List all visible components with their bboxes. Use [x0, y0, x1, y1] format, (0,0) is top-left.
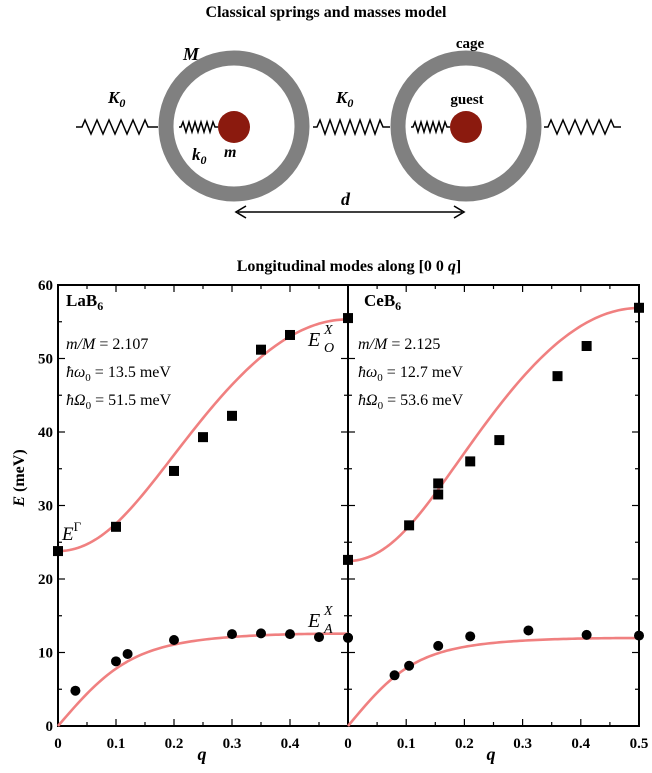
optic-point-ceb6 — [343, 554, 353, 565]
x-tick-label: 0.2 — [455, 736, 474, 752]
acoustic-curve-lab6 — [57, 632, 348, 727]
guest-right — [450, 111, 482, 143]
acoustic-point-ceb6 — [523, 625, 534, 636]
panel-label-ceb6: CeB6 — [364, 291, 401, 313]
outer-spring-left — [76, 118, 158, 136]
y-tick-label: 10 — [38, 646, 53, 662]
label-m: m — [224, 144, 236, 161]
acoustic-point-lab6 — [169, 635, 179, 646]
acoustic-curve-ceb6 — [347, 636, 639, 727]
acoustic-point-ceb6 — [581, 629, 592, 640]
panel-label-lab6: LaB6 — [66, 291, 103, 313]
x-tick-label: 0.5 — [630, 736, 649, 752]
optic-point-lab6 — [285, 329, 295, 340]
y-tick-label: 50 — [38, 352, 53, 368]
y-axis-label: E (meV) — [11, 449, 28, 507]
param-omega-lab6: ħω0 = 13.5 meV — [66, 364, 171, 384]
optic-curve-lab6 — [57, 318, 349, 553]
param-ratio-ceb6: m/M = 2.125 — [358, 336, 440, 353]
x-tick-label: 0 — [54, 736, 62, 752]
x-axis-label-left: q — [198, 744, 207, 764]
acoustic-point-ceb6 — [634, 630, 644, 641]
optic-point-ceb6 — [433, 489, 444, 500]
param-omega-ceb6: ħω0 = 12.7 meV — [358, 364, 463, 384]
label-d: d — [341, 189, 351, 209]
springs — [76, 117, 621, 137]
acoustic-point-ceb6 — [465, 631, 476, 642]
optic-point-ceb6 — [494, 435, 505, 446]
param-Omega-lab6: ħΩ0 = 51.5 meV — [66, 392, 172, 412]
acoustic-point-lab6 — [122, 648, 133, 659]
optic-point-lab6 — [53, 546, 63, 557]
acoustic-point-lab6 — [285, 629, 295, 640]
optic-point-lab6 — [343, 313, 353, 324]
param-ratio-lab6: m/M = 2.107 — [66, 336, 148, 353]
label-K0-left: K0 — [107, 88, 125, 110]
param-Omega-ceb6: ħΩ0 = 53.6 meV — [358, 392, 464, 412]
optic-point-ceb6 — [433, 478, 444, 489]
label-k0: k0 — [192, 145, 207, 167]
optic-point-lab6 — [198, 432, 208, 443]
y-tick-label: 30 — [38, 499, 53, 515]
optic-point-lab6 — [169, 465, 179, 476]
acoustic-point-lab6 — [314, 632, 324, 643]
x-tick-label: 0.4 — [281, 736, 300, 752]
y-tick-label: 40 — [38, 425, 53, 441]
acoustic-point-ceb6 — [389, 670, 400, 681]
optic-curve-ceb6 — [347, 306, 640, 563]
optic-point-ceb6 — [634, 302, 644, 313]
annotation-gamma: EΓ — [61, 519, 82, 545]
acoustic-point-lab6 — [70, 685, 81, 696]
acoustic-point-lab6 — [256, 628, 266, 639]
outer-spring-right — [544, 118, 621, 136]
acoustic-point-ceb6 — [343, 632, 353, 643]
label-cage: cage — [456, 36, 485, 52]
middle-spring — [313, 117, 390, 137]
y-tick-label: 20 — [38, 572, 53, 588]
acoustic-point-lab6 — [227, 629, 237, 640]
guest-left — [218, 111, 250, 143]
acoustic-point-ceb6 — [433, 640, 444, 651]
plot-title: Longitudinal modes along [0 0 q] — [237, 258, 461, 275]
optic-point-ceb6 — [465, 456, 476, 467]
x-tick-label: 0 — [344, 736, 352, 752]
label-M: M — [182, 44, 200, 64]
label-guest: guest — [450, 92, 483, 108]
acoustic-point-ceb6 — [404, 660, 415, 671]
y-tick-label: 0 — [46, 719, 54, 735]
x-tick-label: 0.3 — [513, 736, 532, 752]
label-K0-middle: K0 — [335, 88, 353, 110]
data-marks — [53, 302, 644, 696]
optic-point-ceb6 — [404, 520, 415, 531]
optic-point-ceb6 — [581, 341, 592, 352]
acoustic-point-lab6 — [111, 656, 121, 667]
axis-ticks: 0 0.1 0.2 0.3 0.4 0 10 20 30 40 50 60 0 0.1 0.2 0.3 0.4 0… — [38, 278, 648, 752]
inner-spring-right — [411, 119, 450, 135]
optic-point-lab6 — [256, 344, 266, 355]
inner-spring-left — [179, 119, 218, 135]
optic-point-ceb6 — [552, 371, 563, 382]
x-tick-label: 0.4 — [571, 736, 590, 752]
x-tick-label: 0.1 — [397, 736, 416, 752]
y-tick-label: 60 — [38, 278, 53, 294]
optic-point-lab6 — [111, 521, 121, 532]
model-title: Classical springs and masses model — [206, 4, 447, 21]
cage-left — [158, 50, 310, 202]
x-tick-label: 0.1 — [107, 736, 126, 752]
distance-arrow — [234, 205, 466, 219]
x-tick-label: 0.2 — [165, 736, 184, 752]
optic-point-lab6 — [227, 410, 237, 421]
cage-right — [390, 50, 542, 202]
x-tick-label: 0.3 — [223, 736, 242, 752]
x-axis-label-right: q — [487, 744, 496, 764]
